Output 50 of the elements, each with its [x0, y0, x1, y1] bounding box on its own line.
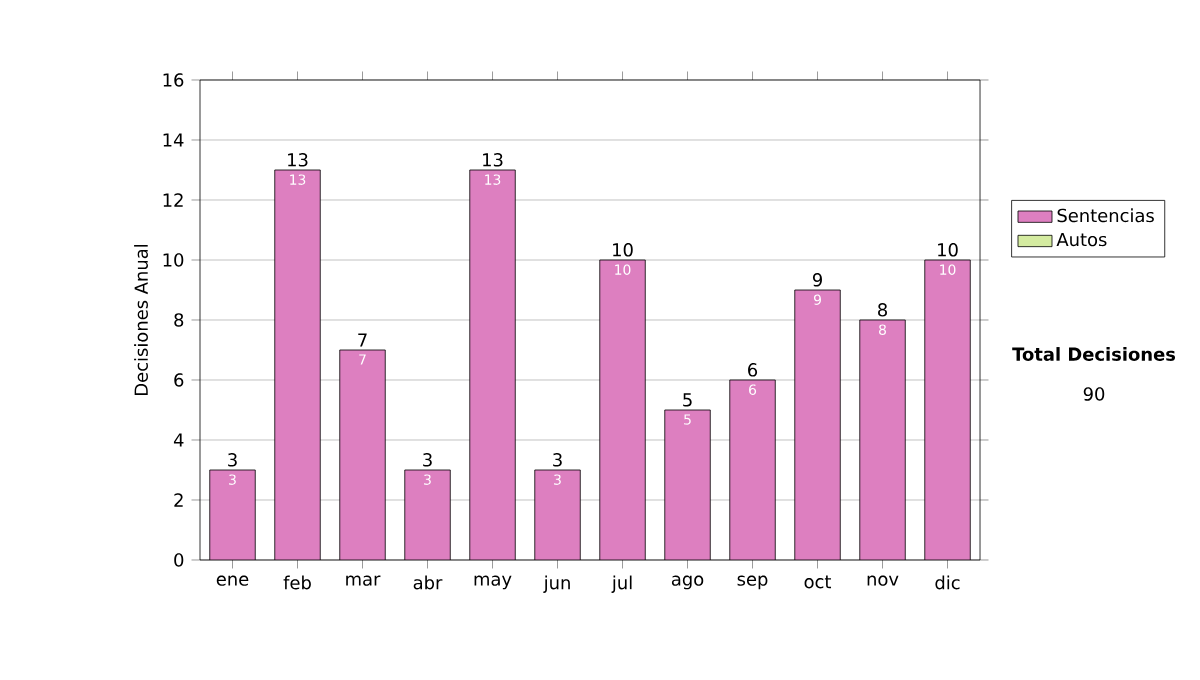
x-tick-label: feb [283, 575, 311, 590]
x-tick-label: ago [671, 575, 704, 590]
bar [729, 380, 776, 560]
x-tick-label: jul [611, 575, 632, 593]
total-label: 8 [878, 303, 887, 317]
x-tick-label: dic [935, 575, 960, 590]
total-label: 10 [938, 243, 958, 257]
y-tick-label: 4 [173, 433, 184, 447]
y-axis-title: Decisiones Anual [134, 244, 148, 395]
x-tick-label: sep [737, 575, 768, 590]
y-tick-label: 6 [174, 373, 184, 387]
y-tick-label: 2 [174, 493, 183, 507]
bar [209, 470, 256, 560]
total-label: 7 [358, 333, 367, 347]
y-tick-label: 12 [163, 193, 183, 207]
bar [664, 410, 711, 560]
y-tick-label: 10 [163, 253, 184, 267]
total-label: 9 [812, 273, 822, 287]
x-tick-label: jun [543, 575, 570, 593]
y-tick-label: 16 [163, 73, 184, 87]
y-tick-label: 14 [163, 133, 184, 147]
bar [339, 350, 386, 560]
total-label: 13 [288, 153, 308, 167]
total-label: 3 [228, 453, 237, 467]
legend-label: Autos [1056, 232, 1107, 247]
x-tick-label: mar [346, 575, 381, 586]
x-tick-label: may [474, 575, 512, 590]
bar [404, 470, 451, 560]
y-tick-label: 8 [174, 313, 184, 327]
x-tick-label: ene [216, 575, 249, 586]
total-label: 13 [483, 153, 503, 167]
bar [274, 169, 321, 560]
total-label: 5 [683, 393, 692, 407]
bar [859, 320, 906, 560]
bar [924, 259, 971, 560]
total-label: 6 [748, 363, 758, 377]
total-label: 3 [553, 453, 562, 467]
text: 90 [1083, 387, 1105, 401]
bar [469, 169, 516, 560]
x-tick-label: abr [413, 575, 443, 590]
x-tick-label: nov [867, 575, 899, 586]
legend-label: Sentencias [1057, 208, 1154, 223]
total-label: 10 [613, 243, 633, 257]
bar [534, 470, 581, 560]
text: Total Decisiones [1012, 347, 1176, 361]
total-label: 3 [423, 453, 432, 467]
bar [794, 290, 841, 560]
x-tick-label: oct [804, 575, 832, 589]
y-tick-label: 0 [174, 553, 184, 567]
bar [599, 260, 646, 560]
